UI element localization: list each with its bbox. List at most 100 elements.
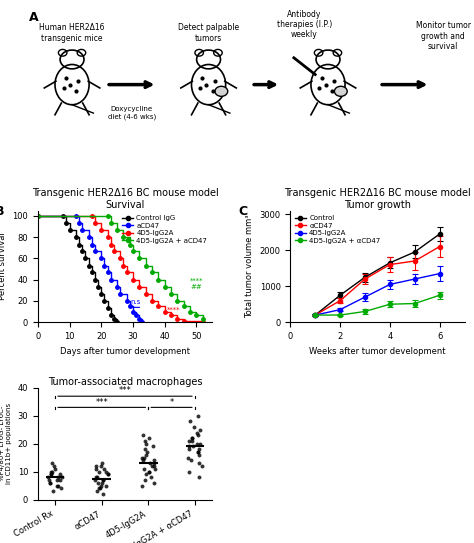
Point	[193, 439, 201, 448]
Text: ***: ***	[95, 397, 108, 407]
Point	[53, 481, 60, 490]
Point	[139, 431, 147, 440]
Point	[146, 459, 154, 468]
Point	[45, 473, 52, 482]
Point	[97, 462, 105, 470]
Point	[97, 481, 105, 490]
Point	[48, 459, 56, 468]
Point	[95, 484, 102, 493]
Point	[198, 462, 205, 470]
Point	[195, 473, 203, 482]
Point	[185, 437, 192, 445]
Point	[189, 437, 196, 445]
Point	[195, 451, 203, 459]
Point	[56, 470, 64, 479]
Point	[140, 464, 147, 473]
Point	[138, 481, 146, 490]
Point	[150, 456, 158, 465]
Point	[138, 453, 146, 462]
Point	[149, 442, 156, 451]
Text: Human HER2Δ16
transgenic mice: Human HER2Δ16 transgenic mice	[39, 23, 105, 43]
Point	[145, 468, 153, 476]
Point	[95, 468, 103, 476]
Point	[191, 422, 198, 431]
Point	[47, 470, 55, 479]
Point	[58, 484, 65, 493]
Point	[96, 484, 104, 493]
Point	[194, 448, 202, 457]
Point	[195, 445, 202, 453]
Point	[142, 451, 150, 459]
Point	[148, 462, 156, 470]
Point	[189, 442, 197, 451]
Point	[143, 439, 150, 448]
Point	[141, 476, 149, 484]
Point	[196, 425, 204, 434]
Point	[141, 445, 149, 453]
Point	[47, 468, 55, 476]
Point	[142, 470, 149, 479]
Point	[98, 459, 105, 468]
Point	[58, 473, 65, 482]
Point	[100, 476, 107, 484]
Point	[196, 439, 204, 448]
Point	[151, 464, 159, 473]
Point	[52, 464, 59, 473]
Text: Antibody
therapies (I.P.)
weekly: Antibody therapies (I.P.) weekly	[277, 10, 332, 39]
Point	[49, 468, 56, 476]
Point	[54, 473, 62, 482]
Circle shape	[334, 86, 347, 96]
Point	[145, 468, 152, 476]
Point	[140, 453, 148, 462]
Point	[99, 476, 107, 484]
Point	[141, 437, 149, 445]
Point	[55, 481, 62, 490]
Point	[151, 462, 158, 470]
Point	[189, 434, 196, 443]
Point	[145, 434, 153, 443]
Point	[186, 442, 193, 451]
Point	[91, 476, 99, 484]
Point	[194, 448, 201, 457]
Point	[98, 478, 106, 487]
Point	[150, 478, 158, 487]
Text: n.s: n.s	[131, 299, 141, 305]
Text: ##: ##	[191, 285, 202, 291]
Point	[186, 417, 193, 426]
Point	[188, 434, 196, 443]
Point	[46, 478, 54, 487]
Title: Transgenic HER2Δ16 BC mouse model
Tumor growth: Transgenic HER2Δ16 BC mouse model Tumor …	[284, 188, 471, 210]
Point	[187, 456, 194, 465]
Point	[104, 470, 112, 479]
Point	[147, 473, 155, 482]
Point	[139, 456, 146, 465]
Point	[102, 468, 110, 476]
Legend: Control IgG, aCD47, 4D5-IgG2A, 4D5-IgG2A + aCD47: Control IgG, aCD47, 4D5-IgG2A, 4D5-IgG2A…	[121, 214, 209, 245]
Title: Tumor-associated macrophages: Tumor-associated macrophages	[48, 377, 202, 387]
Point	[150, 459, 157, 468]
X-axis label: Weeks after tumor development: Weeks after tumor development	[309, 346, 446, 356]
Point	[184, 453, 191, 462]
X-axis label: Days after tumor development: Days after tumor development	[60, 346, 190, 356]
Text: *: *	[169, 397, 173, 407]
Legend: Control, αCD47, 4D5-IgG2A, 4D5-IgG2A + αCD47: Control, αCD47, 4D5-IgG2A, 4D5-IgG2A + α…	[294, 214, 382, 245]
Y-axis label: Total tumor volume mm³: Total tumor volume mm³	[245, 214, 254, 318]
Point	[45, 476, 53, 484]
Point	[143, 448, 151, 457]
Point	[195, 459, 202, 468]
Text: Monitor tumor
growth and
survival: Monitor tumor growth and survival	[416, 21, 471, 51]
Point	[47, 470, 55, 479]
Title: Transgenic HER2Δ16 BC mouse model
Survival: Transgenic HER2Δ16 BC mouse model Surviv…	[32, 188, 219, 210]
Point	[92, 462, 100, 470]
Point	[92, 473, 100, 482]
Point	[102, 481, 109, 490]
Point	[193, 428, 201, 437]
Point	[93, 473, 101, 482]
Point	[92, 464, 100, 473]
Point	[100, 490, 107, 498]
Point	[46, 478, 54, 487]
Point	[194, 412, 201, 420]
Point	[50, 462, 58, 470]
Y-axis label: %F4/80+ LY6G- LY6C-
in CD11b+ populations: %F4/80+ LY6G- LY6C- in CD11b+ population…	[0, 403, 12, 484]
Point	[53, 476, 60, 484]
